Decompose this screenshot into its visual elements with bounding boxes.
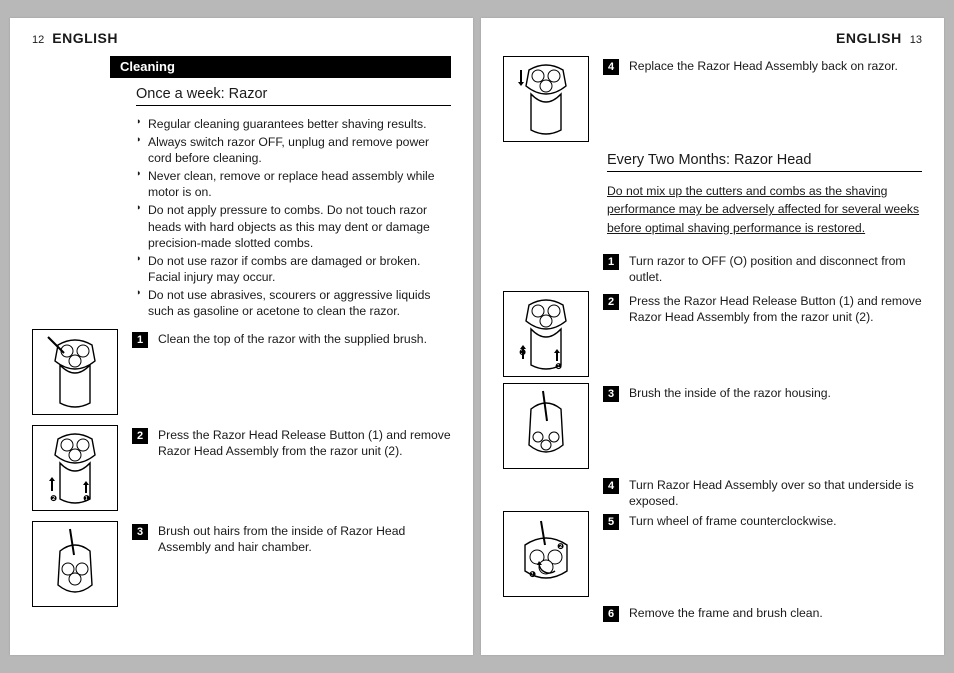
svg-text:❶: ❶ bbox=[555, 362, 562, 371]
svg-text:❷: ❷ bbox=[50, 494, 57, 503]
thumb-spacer bbox=[503, 251, 589, 252]
razor-icon bbox=[511, 387, 581, 465]
razor-icon: ❷❶ bbox=[40, 429, 110, 507]
page-spread: 12 ENGLISH Cleaning Once a week: Razor R… bbox=[0, 0, 954, 673]
step-text: Turn razor to OFF (O) position and disco… bbox=[629, 253, 922, 285]
step-illustration bbox=[32, 329, 118, 415]
page-number: 13 bbox=[910, 34, 922, 46]
svg-text:❶: ❶ bbox=[529, 570, 536, 579]
bullet-item: Regular cleaning guarantees better shavi… bbox=[136, 116, 451, 132]
page-left: 12 ENGLISH Cleaning Once a week: Razor R… bbox=[10, 18, 473, 655]
step-illustration: ❷❶ bbox=[503, 511, 589, 597]
step-body: 4 Turn Razor Head Assembly over so that … bbox=[603, 475, 922, 509]
step-text: Clean the top of the razor with the supp… bbox=[158, 331, 451, 348]
step-text: Turn wheel of frame counterclockwise. bbox=[629, 513, 922, 530]
razor-icon bbox=[40, 333, 110, 411]
step-number-box: 5 bbox=[603, 514, 619, 530]
step-number-box: 4 bbox=[603, 478, 619, 494]
svg-text:❷: ❷ bbox=[557, 542, 564, 551]
razor-icon: ❷❶ bbox=[511, 295, 581, 373]
step-text: Remove the frame and brush clean. bbox=[629, 605, 922, 622]
page-language: ENGLISH bbox=[836, 30, 902, 46]
step-row: 6 Remove the frame and brush clean. bbox=[503, 603, 922, 623]
subheading-two-months: Every Two Months: Razor Head bbox=[607, 152, 922, 168]
step-number-box: 2 bbox=[603, 294, 619, 310]
step-illustration bbox=[503, 383, 589, 469]
step-row: 1 Clean the top of the razor with the su… bbox=[32, 329, 451, 415]
rule bbox=[136, 105, 451, 106]
step-body: 4 Replace the Razor Head Assembly back o… bbox=[603, 56, 922, 75]
step-body: 3 Brush the inside of the razor housing. bbox=[603, 383, 922, 402]
step-body: 2 Press the Razor Head Release Button (1… bbox=[603, 291, 922, 325]
step-text: Turn Razor Head Assembly over so that un… bbox=[629, 477, 922, 509]
step-body: 5 Turn wheel of frame counterclockwise. bbox=[603, 511, 922, 530]
svg-text:❶: ❶ bbox=[83, 494, 90, 503]
step-number-box: 1 bbox=[603, 254, 619, 270]
step-number-box: 2 bbox=[132, 428, 148, 444]
page-right: ENGLISH 13 4 Replace the Razor Head Asse… bbox=[481, 18, 944, 655]
step-text: Brush the inside of the razor housing. bbox=[629, 385, 922, 402]
step-row: 4 Turn Razor Head Assembly over so that … bbox=[503, 475, 922, 509]
step-body: 1 Turn razor to OFF (O) position and dis… bbox=[603, 251, 922, 285]
section-title-bar: Cleaning bbox=[110, 56, 451, 78]
step-row: ❷❶ 5 Turn wheel of frame counterclockwis… bbox=[503, 511, 922, 597]
page-header-right: ENGLISH 13 bbox=[503, 30, 922, 46]
step-number-box: 1 bbox=[132, 332, 148, 348]
step-number-box: 3 bbox=[603, 386, 619, 402]
step-number-box: 6 bbox=[603, 606, 619, 622]
step-row: 3 Brush the inside of the razor housing. bbox=[503, 383, 922, 469]
step-text: Brush out hairs from the inside of Razor… bbox=[158, 523, 451, 555]
step-row: 1 Turn razor to OFF (O) position and dis… bbox=[503, 251, 922, 285]
step-number-box: 3 bbox=[132, 524, 148, 540]
subheading-once-a-week: Once a week: Razor bbox=[136, 86, 451, 102]
bullet-item: Never clean, remove or replace head asse… bbox=[136, 168, 451, 200]
step-body: 6 Remove the frame and brush clean. bbox=[603, 603, 922, 622]
page-header-left: 12 ENGLISH bbox=[32, 30, 451, 46]
step-body: 1 Clean the top of the razor with the su… bbox=[132, 329, 451, 348]
bullet-list: Regular cleaning guarantees better shavi… bbox=[136, 116, 451, 319]
step-text: Replace the Razor Head Assembly back on … bbox=[629, 58, 922, 75]
step-row: 4 Replace the Razor Head Assembly back o… bbox=[503, 56, 922, 142]
step-text: Press the Razor Head Release Button (1) … bbox=[629, 293, 922, 325]
thumb-spacer bbox=[503, 475, 589, 476]
page-language: ENGLISH bbox=[52, 30, 118, 46]
step-row: ❷❶ 2 Press the Razor Head Release Button… bbox=[503, 291, 922, 377]
warning-text: Do not mix up the cutters and combs as t… bbox=[607, 182, 922, 237]
bullet-item: Do not use abrasives, scourers or aggres… bbox=[136, 287, 451, 319]
steps-right: 1 Turn razor to OFF (O) position and dis… bbox=[503, 251, 922, 623]
razor-icon bbox=[40, 525, 110, 603]
bullet-item: Always switch razor OFF, unplug and remo… bbox=[136, 134, 451, 166]
step-row: ❷❶ 2 Press the Razor Head Release Button… bbox=[32, 425, 451, 511]
thumb-spacer bbox=[503, 603, 589, 604]
step-row: 3 Brush out hairs from the inside of Raz… bbox=[32, 521, 451, 607]
step-illustration: ❷❶ bbox=[503, 291, 589, 377]
step-illustration: ❷❶ bbox=[32, 425, 118, 511]
page-number: 12 bbox=[32, 34, 44, 46]
steps-left: 1 Clean the top of the razor with the su… bbox=[32, 329, 451, 607]
razor-icon: ❷❶ bbox=[511, 515, 581, 593]
step-body: 3 Brush out hairs from the inside of Raz… bbox=[132, 521, 451, 555]
step-body: 2 Press the Razor Head Release Button (1… bbox=[132, 425, 451, 459]
bullet-item: Do not apply pressure to combs. Do not t… bbox=[136, 202, 451, 250]
step-illustration bbox=[503, 56, 589, 142]
step-illustration bbox=[32, 521, 118, 607]
step-text: Press the Razor Head Release Button (1) … bbox=[158, 427, 451, 459]
step-number-box: 4 bbox=[603, 59, 619, 75]
bullet-item: Do not use razor if combs are damaged or… bbox=[136, 253, 451, 285]
rule bbox=[607, 171, 922, 172]
razor-icon bbox=[511, 60, 581, 138]
steps-right-top: 4 Replace the Razor Head Assembly back o… bbox=[503, 56, 922, 142]
